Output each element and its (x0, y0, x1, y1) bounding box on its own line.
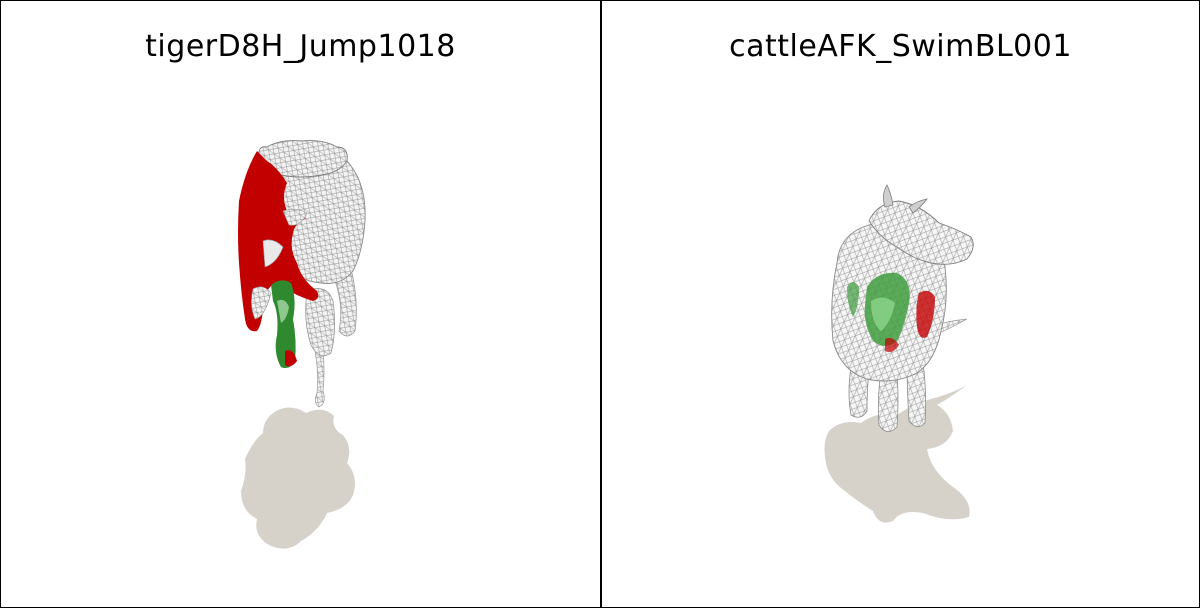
tiger-render (238, 140, 366, 549)
cattle-segment-red (916, 290, 935, 338)
tiger-head (258, 140, 348, 178)
tiger-segment-green (271, 280, 296, 369)
cattle-horn-left (883, 184, 894, 208)
cattle-leg-hind (906, 360, 927, 427)
panel-cattle: cattleAFK_SwimBL001 (601, 1, 1200, 607)
panel-title-cattle: cattleAFK_SwimBL001 (729, 29, 1072, 64)
panel-divider (600, 1, 602, 607)
tiger-hind-leg-right (305, 288, 335, 357)
tiger-tail (314, 350, 325, 408)
cattle-leg-front-right (877, 370, 899, 432)
cattle-head (868, 200, 974, 265)
cattle-render (824, 184, 974, 523)
cattle-horn-right (908, 198, 928, 214)
cattle-shadow (824, 385, 970, 523)
cattle-leg-front-left (848, 366, 870, 418)
panel-title-tiger: tigerD8H_Jump1018 (145, 29, 456, 64)
tiger-segment-red (238, 151, 319, 332)
tiger-shadow (241, 407, 355, 549)
tiger-hind-leg-right2 (330, 268, 357, 337)
panel-tiger: tigerD8H_Jump1018 (1, 1, 600, 607)
